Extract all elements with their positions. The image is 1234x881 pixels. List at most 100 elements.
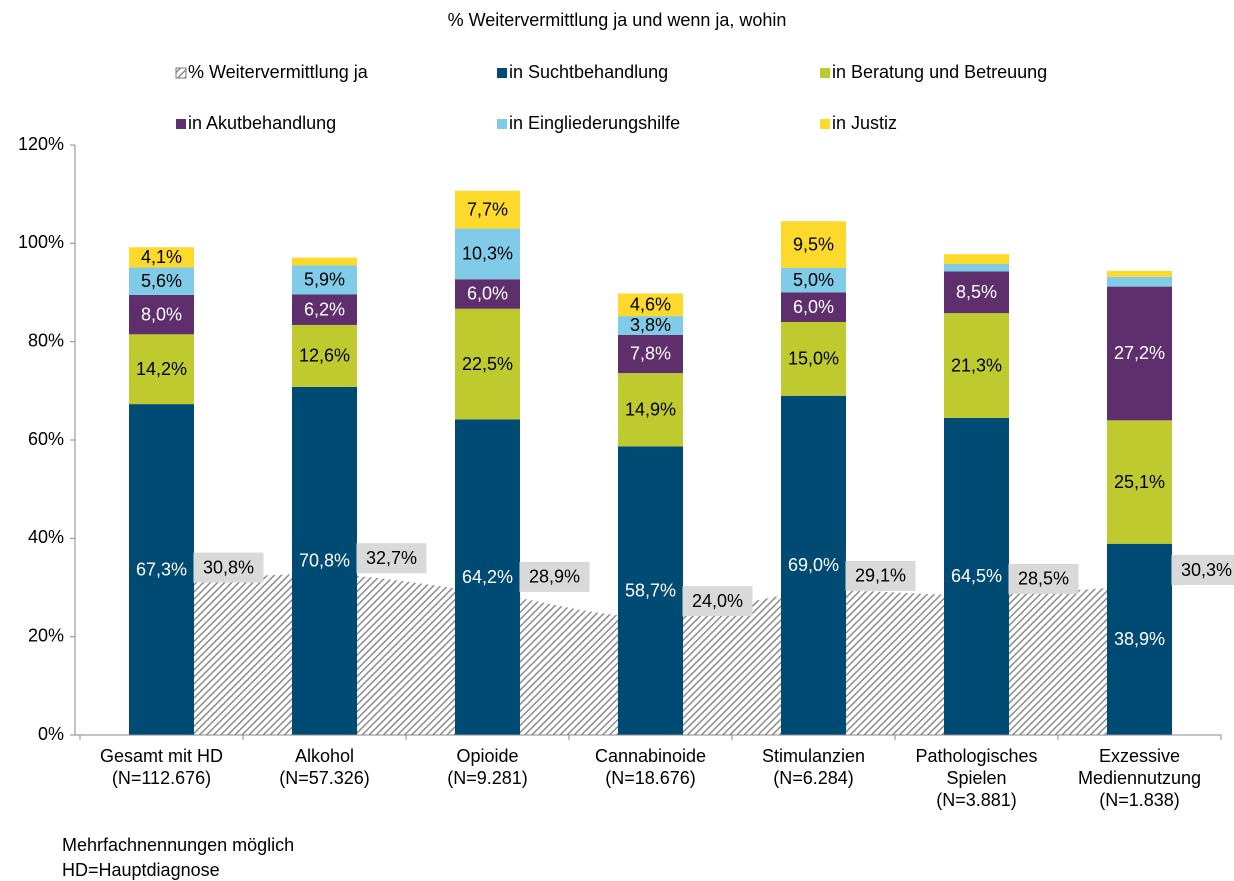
value-label: 8,0% [141,304,182,324]
y-tick-label: 120% [18,134,64,154]
legend-label: in Justiz [832,113,897,133]
value-label: 58,7% [625,580,676,600]
value-label: 5,6% [141,271,182,291]
area-label-box [193,552,264,583]
bar-segment [129,267,194,295]
value-label: 7,7% [467,199,508,219]
value-label: 25,1% [1114,472,1165,492]
area-label: 29,1% [855,566,906,586]
x-tick-label: Cannabinoide [595,746,706,766]
value-label: 38,9% [1114,629,1165,649]
area-label: 28,9% [529,567,580,587]
area-label-box [519,561,590,592]
bar-segment [455,228,520,280]
legend-label: in Akutbehandlung [188,113,336,133]
legend-swatch [820,119,830,129]
y-tick-label: 80% [28,330,64,350]
legend-swatch [175,67,187,79]
y-tick-label: 60% [28,429,64,449]
value-label: 3,8% [630,315,671,335]
x-tick-label: (N=57.326) [279,768,370,788]
area-label: 24,0% [692,591,743,611]
area-label-box [1008,563,1079,594]
x-tick-label: Spielen [946,768,1006,788]
note: Mehrfachnennungen möglich [62,835,294,855]
value-label: 6,0% [793,297,834,317]
legend-label: in Eingliederungshilfe [509,113,680,133]
y-tick-label: 0% [38,724,64,744]
area-label: 30,8% [203,557,254,577]
value-label: 6,0% [467,284,508,304]
bar-segment [944,313,1009,418]
bar-segment [292,386,357,735]
value-label: 4,1% [141,247,182,267]
bar-segment [781,267,846,293]
value-label: 27,2% [1114,343,1165,363]
bar-segment [455,279,520,309]
bar-segment [455,419,520,735]
y-tick-label: 40% [28,527,64,547]
value-label: 22,5% [462,354,513,374]
value-label: 10,3% [462,244,513,264]
bar-segment [129,404,194,735]
x-tick-label: Stimulanzien [762,746,865,766]
bar-segment [292,265,357,295]
bar-segment [292,324,357,387]
area-label-box [682,586,753,616]
value-label: 6,2% [304,299,345,319]
area-label: 32,7% [366,548,417,568]
chart-title: % Weitervermittlung ja und wenn ja, wohi… [448,10,787,30]
bar-segment [944,271,1009,314]
value-label: 8,5% [956,282,997,302]
value-label: 70,8% [299,551,350,571]
bar-segment [781,322,846,396]
x-tick-label: Mediennutzung [1078,768,1201,788]
value-label: 64,5% [951,566,1002,586]
legend-label: in Beratung und Betreuung [832,62,1047,82]
legend-swatch [176,119,186,129]
bar-segment [1107,420,1172,544]
value-label: 64,2% [462,567,513,587]
bar-segment [781,292,846,322]
bar-segment [781,221,846,268]
legend-label: in Suchtbehandlung [509,62,668,82]
x-tick-label: Alkohol [295,746,354,766]
x-tick-label: (N=6.284) [773,768,854,788]
bar-segment [618,334,683,374]
value-label: 9,5% [793,234,834,254]
value-label: 5,0% [793,270,834,290]
area-label-box [845,560,916,591]
value-label: 21,3% [951,355,1002,375]
x-tick-label: (N=18.676) [605,768,696,788]
x-tick-label: (N=112.676) [112,768,211,788]
bar-segment [455,190,520,229]
value-label: 67,3% [136,559,187,579]
bar-segment [129,247,194,268]
bar-segment [129,334,194,405]
x-tick-label: Opioide [456,746,518,766]
value-label: 14,2% [136,359,187,379]
value-label: 7,8% [630,344,671,364]
bar-segment [618,316,683,335]
bar-segment [618,446,683,735]
value-label: 4,6% [630,295,671,315]
x-tick-label: Gesamt mit HD [100,746,223,766]
bar-segment [455,308,520,420]
legend-swatch [497,119,507,129]
x-tick-label: Pathologisches [915,746,1037,766]
legend-swatch [497,68,507,78]
area-label: 28,5% [1018,569,1069,589]
x-tick-label: (N=9.281) [447,768,528,788]
bar-segment [1107,543,1172,735]
bar-segment [129,294,194,335]
value-label: 15,0% [788,349,839,369]
x-tick-label: (N=3.881) [936,790,1017,810]
value-label: 5,9% [304,270,345,290]
x-tick-label: Exzessive [1099,746,1180,766]
bar-segment [1107,286,1172,421]
bar-segment [292,257,357,266]
legend-swatch [820,68,830,78]
value-label: 12,6% [299,346,350,366]
bar-segment [944,263,1009,272]
